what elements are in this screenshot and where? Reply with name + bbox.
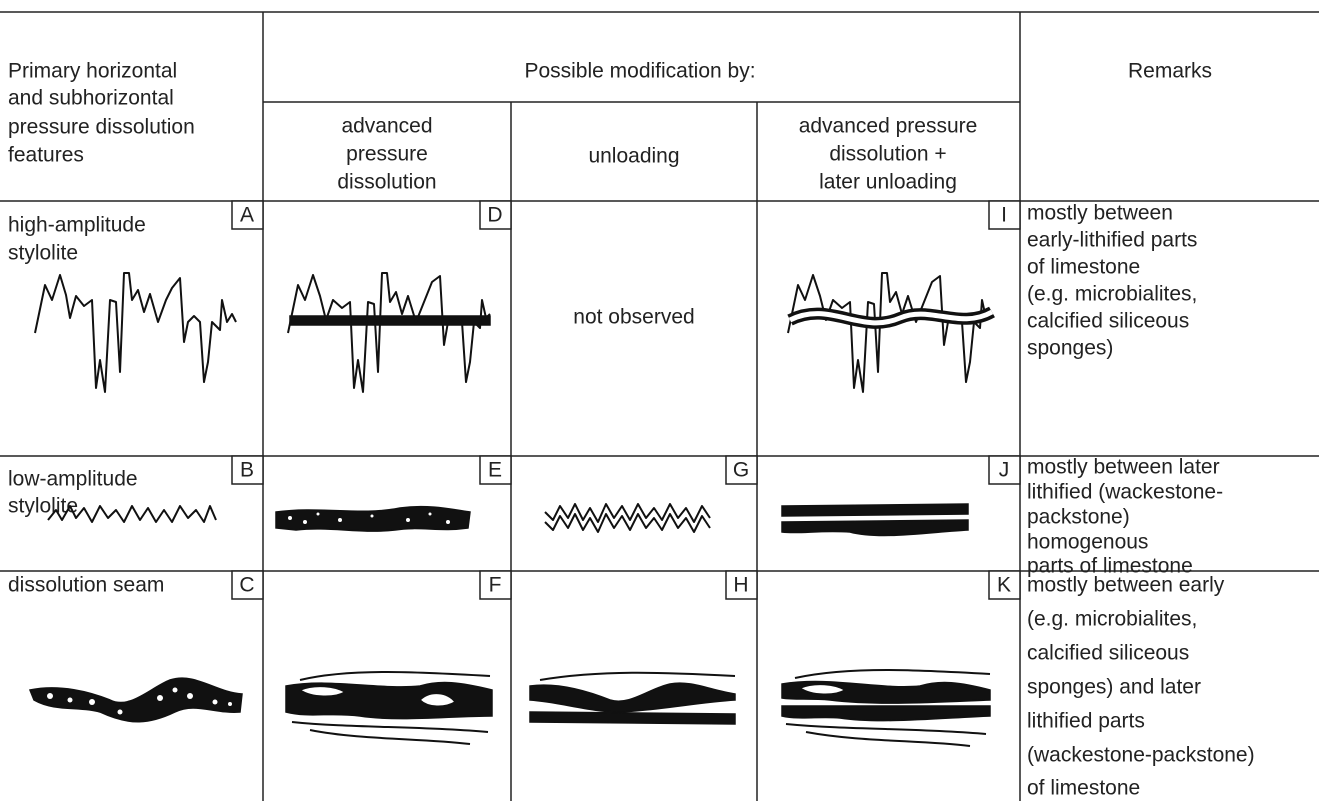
stylolite-sketch [788, 273, 990, 392]
remark-text: sponges) and later [1027, 676, 1201, 699]
seam-band [782, 706, 990, 721]
feature-text: dissolution seam [8, 574, 164, 597]
remark-text: mostly between [1027, 202, 1173, 225]
stylolite-sketch [288, 273, 490, 392]
seam-sketch [286, 672, 492, 744]
remark-text: lithified (wackestone- [1027, 481, 1223, 504]
feature-text: low-amplitude [8, 468, 138, 491]
seam-band [530, 712, 735, 724]
remark-text: homogenous [1027, 531, 1148, 554]
seam-sketch [530, 673, 735, 724]
panel-label: D [487, 204, 502, 227]
remark-text: calcified siliceous [1027, 642, 1189, 665]
header-text: features [8, 144, 84, 167]
stylolite-sketch [35, 273, 236, 392]
panel-label: I [1001, 204, 1007, 227]
stylolite-sketch [288, 273, 490, 392]
remark-text: mostly between early [1027, 574, 1225, 597]
seam-sketch [782, 670, 990, 746]
feature-text: high-amplitude [8, 214, 146, 237]
subheader-text: advanced [341, 115, 432, 138]
remark-text: sponges) [1027, 337, 1113, 360]
panel-label: F [489, 574, 502, 597]
panel-label: K [997, 574, 1011, 597]
seam-sketch [782, 520, 968, 535]
remark-text: (wackestone-packstone) [1027, 744, 1255, 767]
remark-text: of limestone [1027, 256, 1140, 279]
feature-text: stylolite [8, 242, 78, 265]
panel-label: B [240, 459, 254, 482]
seam-sketch [30, 678, 242, 722]
remark-text: of limestone [1027, 777, 1140, 800]
panel-label: E [488, 459, 502, 482]
remark-text: lithified parts [1027, 710, 1145, 733]
panel-label: A [240, 204, 254, 227]
table-figure: Primary horizontal and subhorizontal pre… [0, 0, 1319, 801]
remark-text: (e.g. microbialites, [1027, 608, 1197, 631]
panel-label: J [999, 459, 1010, 482]
seam-sketch [782, 504, 968, 516]
panel-label: G [733, 459, 749, 482]
header-text: and subhorizontal [8, 87, 174, 110]
seam-sketch [276, 507, 470, 532]
subheader-text: advanced pressure [799, 115, 978, 138]
remark-text: early-lithified parts [1027, 229, 1197, 252]
header-text: Primary horizontal [8, 60, 177, 83]
remark-text: mostly between later [1027, 456, 1220, 479]
remark-text: packstone) [1027, 506, 1130, 529]
header-text: Remarks [1128, 60, 1212, 83]
subheader-text: unloading [588, 145, 679, 168]
stylolite-sketch [788, 273, 992, 392]
subheader-text: dissolution [337, 171, 436, 194]
subheader-text: later unloading [819, 171, 957, 194]
cell-text: not observed [573, 306, 694, 329]
header-text: pressure dissolution [8, 116, 195, 139]
page: { "header": { "features": ["Primary hori… [0, 0, 1319, 801]
subheader-text: pressure [346, 143, 428, 166]
feature-text: stylolite [8, 495, 78, 518]
remark-text: calcified siliceous [1027, 310, 1189, 333]
subheader-text: dissolution + [829, 143, 946, 166]
seam-fracture [540, 673, 735, 680]
panel-label: H [733, 574, 748, 597]
header-text: Possible modification by: [524, 60, 755, 83]
seam-band [530, 683, 735, 712]
remark-text: (e.g. microbialites, [1027, 283, 1197, 306]
panel-label: C [239, 574, 254, 597]
